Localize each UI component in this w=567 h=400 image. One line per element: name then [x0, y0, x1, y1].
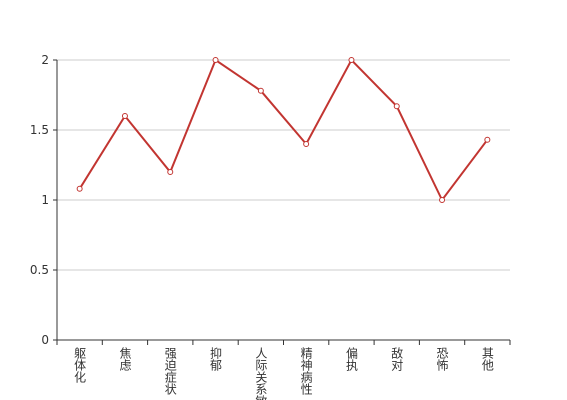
- y-tick-label: 0: [41, 333, 49, 347]
- y-tick-label: 2: [41, 53, 49, 67]
- x-tick-label: 精神病性: [299, 347, 313, 396]
- x-tick-label: 焦虑: [118, 347, 132, 371]
- point: [348, 57, 355, 63]
- x-tick-label: 其他: [480, 347, 494, 371]
- point: [439, 197, 446, 203]
- point: [257, 87, 264, 94]
- x-tick-label: 躯体化: [73, 346, 87, 384]
- point: [167, 169, 174, 175]
- x-tick-label: 抑郁: [209, 346, 223, 372]
- point: [303, 141, 310, 147]
- point: [393, 103, 400, 110]
- point: [121, 113, 128, 119]
- line: [78, 58, 489, 202]
- point: [484, 136, 491, 143]
- y-tick-label: 0.5: [30, 263, 49, 277]
- x-tick-label: 偏执: [344, 346, 358, 372]
- x-tick-label: 强迫症状: [163, 347, 177, 395]
- point: [212, 57, 219, 63]
- x-tick-label: 人际关系敏感: [254, 347, 268, 400]
- y-tick-label: 1.5: [30, 123, 49, 137]
- x-tick-label: 恐怖: [435, 347, 449, 371]
- y-tick-label: 1: [41, 193, 49, 207]
- x-tick-label: 敌对: [390, 346, 404, 371]
- point: [76, 185, 83, 192]
